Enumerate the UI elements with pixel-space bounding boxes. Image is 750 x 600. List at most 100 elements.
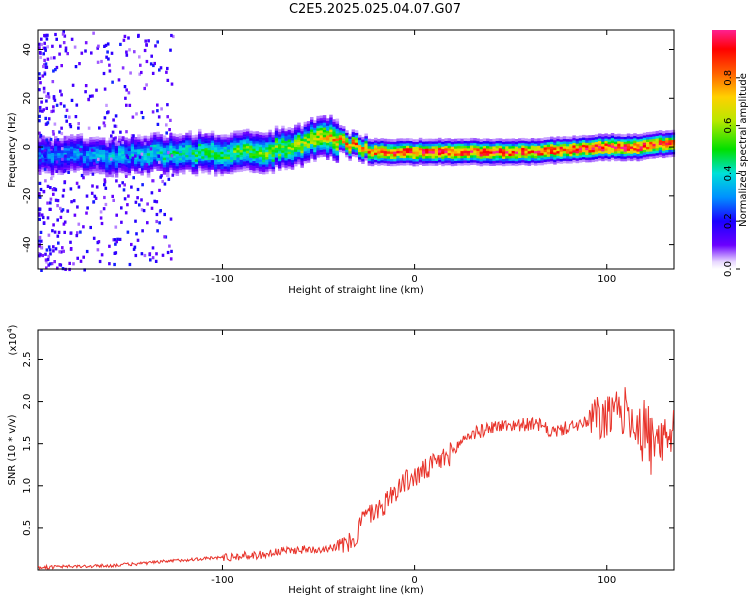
spectrogram-cell [534, 143, 538, 147]
spectrogram-cell [111, 163, 116, 167]
spectrogram-cell [175, 139, 180, 142]
spectrogram-cell [367, 158, 372, 161]
spectrogram-cell [50, 140, 55, 144]
spectrogram-cell [422, 141, 426, 144]
spectrogram-cell [431, 148, 436, 152]
spectrogram-cell [239, 166, 244, 170]
spectrogram-cell [578, 140, 583, 144]
spectrogram-cell [76, 153, 80, 157]
spectrogram-cell [556, 150, 560, 154]
spectrogram-cell [166, 164, 170, 168]
spectrogram-cell [198, 150, 202, 154]
spectrogram-cell [281, 150, 285, 153]
spectrogram-cell [47, 146, 52, 149]
spectrogram-cell [530, 159, 535, 163]
spectrogram-noise-cell [168, 244, 171, 248]
spectrogram-x-tick-label: -100 [211, 274, 234, 285]
spectrogram-cell [543, 137, 548, 140]
spectrogram-cell [239, 159, 244, 163]
spectrogram-cell [194, 149, 199, 152]
spectrogram-cell [380, 140, 384, 144]
spectrogram-cell [249, 157, 253, 161]
spectrogram-noise-cell [43, 162, 47, 166]
spectrogram-cell [124, 137, 128, 141]
spectrogram-cell [537, 145, 541, 149]
spectrogram-cell [134, 171, 138, 174]
spectrogram-cell [210, 152, 215, 156]
spectrogram-cell [182, 154, 186, 158]
spectrogram-cell [399, 157, 404, 161]
spectrogram-noise-cell [159, 175, 162, 179]
spectrogram-cell [134, 151, 138, 155]
spectrogram-noise-cell [84, 90, 87, 94]
spectrogram-cell [646, 153, 650, 157]
spectrogram-cell [50, 155, 55, 158]
spectrogram-x-axis-label: Height of straight line (km) [288, 285, 424, 296]
spectrogram-cell [604, 140, 608, 144]
spectrogram-cell [265, 132, 269, 136]
spectrogram-cell [306, 147, 311, 151]
spectrogram-cell [182, 152, 186, 155]
spectrogram-cell [374, 147, 378, 151]
spectrogram-cell [239, 161, 244, 165]
spectrogram-cell [665, 142, 669, 146]
spectrogram-cell [316, 115, 320, 119]
spectrogram-cell [236, 130, 240, 134]
spectrogram-cell [271, 168, 276, 172]
spectrogram-cell [402, 145, 407, 149]
spectrogram-noise-cell [109, 157, 113, 161]
spectrogram-noise-cell [46, 92, 50, 96]
spectrogram-cell [329, 144, 333, 147]
spectrogram-cell [287, 127, 292, 130]
spectrogram-cell [511, 140, 516, 144]
spectrogram-cell [262, 161, 266, 165]
spectrogram-cell [479, 144, 484, 147]
spectrogram-cell [380, 150, 384, 153]
spectrogram-cell [108, 147, 112, 151]
spectrogram-cell [124, 139, 128, 143]
spectrogram-cell [76, 165, 80, 169]
spectrogram-cell [556, 138, 560, 142]
spectrogram-noise-cell [90, 191, 94, 195]
spectrogram-cell [329, 126, 333, 130]
spectrogram-noise-cell [38, 254, 41, 258]
spectrogram-cell [236, 154, 240, 158]
spectrogram-cell [98, 142, 103, 146]
spectrogram-cell [121, 156, 125, 159]
spectrogram-cell [79, 142, 84, 146]
spectrogram-cell [210, 145, 215, 148]
spectrogram-cell [636, 148, 640, 152]
spectrogram-cell [137, 144, 141, 147]
spectrogram-noise-cell [128, 103, 132, 107]
spectrogram-cell [271, 161, 276, 165]
spectrogram-noise-cell [56, 218, 59, 222]
spectrogram-cell [114, 150, 119, 154]
spectrogram-cell [124, 171, 128, 175]
spectrogram-cell [463, 140, 468, 144]
spectrogram-cell [290, 164, 295, 168]
spectrogram-noise-cell [49, 164, 53, 168]
spectrogram-cell [335, 160, 340, 163]
spectrogram-cell [489, 153, 493, 157]
spectrogram-cell [66, 160, 71, 163]
spectrogram-cell [223, 149, 228, 152]
spectrogram-cell [41, 147, 45, 151]
spectrogram-cell [150, 159, 154, 163]
spectrogram-cell [258, 171, 263, 174]
spectrogram-noise-cell [116, 237, 119, 241]
spectrogram-noise-cell [61, 194, 65, 198]
spectrogram-cell [255, 165, 260, 168]
spectrogram-cell [598, 133, 602, 137]
spectrogram-cell [79, 150, 84, 153]
spectrogram-cell [457, 148, 461, 151]
spectrogram-cell [284, 165, 288, 168]
spectrogram-cell [284, 148, 288, 151]
spectrogram-cell [313, 134, 317, 138]
spectrogram-cell [274, 162, 279, 165]
spectrogram-cell [233, 169, 237, 173]
spectrogram-cell [172, 155, 176, 159]
spectrogram-cell [255, 145, 260, 149]
spectrogram-cell [322, 141, 327, 145]
spectrogram-cell [306, 123, 311, 127]
spectrogram-cell [438, 147, 442, 151]
